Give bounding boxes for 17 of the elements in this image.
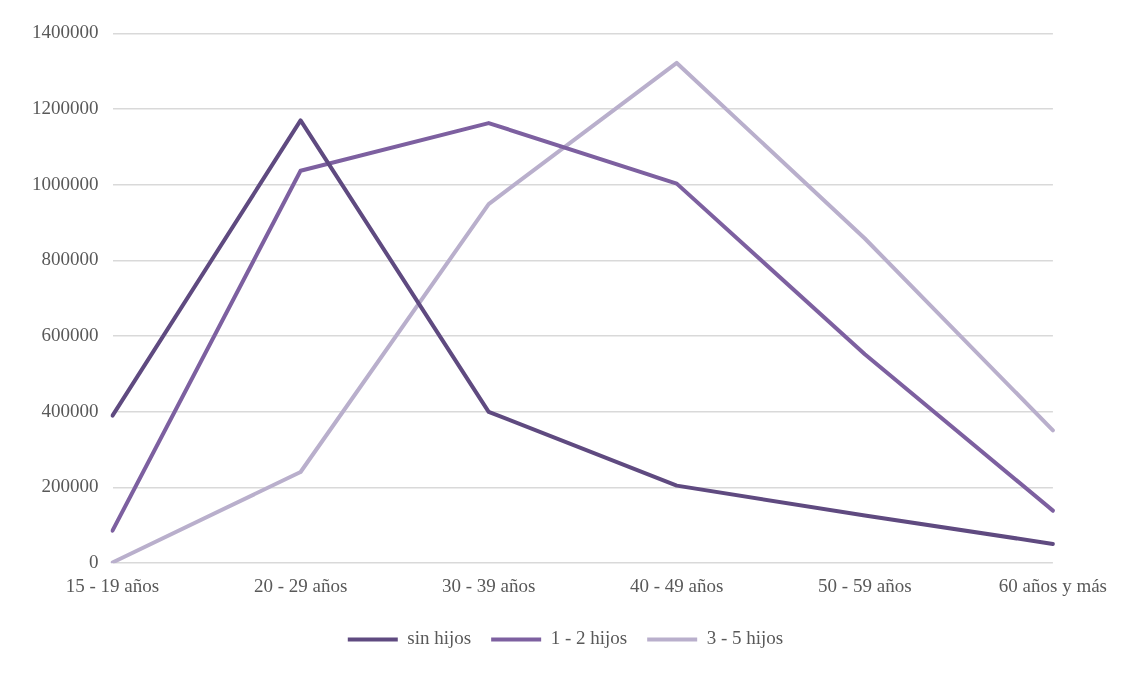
legend-label: 1 - 2 hijos xyxy=(550,627,628,649)
x-tick-label: 20 - 29 años xyxy=(253,574,348,596)
y-tick-label: 0 xyxy=(89,551,99,573)
x-tick-label: 40 - 49 años xyxy=(630,574,724,596)
y-tick-label: 400000 xyxy=(41,399,99,421)
y-tick-label: 1400000 xyxy=(32,21,99,43)
x-tick-label: 15 - 19 años xyxy=(65,574,160,596)
y-tick-label: 600000 xyxy=(41,324,99,346)
y-tick-label: 200000 xyxy=(41,475,99,497)
x-tick-label: 60 años y más xyxy=(998,574,1107,596)
legend-label: sin hijos xyxy=(407,627,472,649)
legend-label: 3 - 5 hijos xyxy=(706,627,784,649)
y-tick-label: 1000000 xyxy=(32,172,99,194)
x-tick-label: 50 - 59 años xyxy=(818,574,912,596)
x-tick-label: 30 - 39 años xyxy=(441,574,536,596)
y-tick-label: 800000 xyxy=(41,248,99,270)
y-tick-label: 1200000 xyxy=(32,97,99,119)
